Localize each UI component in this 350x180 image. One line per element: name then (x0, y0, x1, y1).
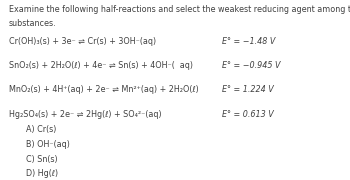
Text: E° = −0.945 V: E° = −0.945 V (222, 61, 281, 70)
Text: MnO₂(s) + 4H⁺(aq) + 2e⁻ ⇌ Mn²⁺(aq) + 2H₂O(ℓ): MnO₂(s) + 4H⁺(aq) + 2e⁻ ⇌ Mn²⁺(aq) + 2H₂… (9, 86, 198, 94)
Text: E° = 0.613 V: E° = 0.613 V (222, 110, 274, 119)
Text: A) Cr(s): A) Cr(s) (26, 125, 57, 134)
Text: SnO₂(s) + 2H₂O(ℓ) + 4e⁻ ⇌ Sn(s) + 4OH⁻(  aq): SnO₂(s) + 2H₂O(ℓ) + 4e⁻ ⇌ Sn(s) + 4OH⁻( … (9, 61, 193, 70)
Text: substances.: substances. (9, 19, 56, 28)
Text: D) Hg(ℓ): D) Hg(ℓ) (26, 169, 58, 178)
Text: Examine the following half-reactions and select the weakest reducing agent among: Examine the following half-reactions and… (9, 4, 350, 14)
Text: E° = 1.224 V: E° = 1.224 V (222, 86, 274, 94)
Text: C) Sn(s): C) Sn(s) (26, 155, 58, 164)
Text: B) OH⁻(aq): B) OH⁻(aq) (26, 140, 70, 149)
Text: Hg₂SO₄(s) + 2e⁻ ⇌ 2Hg(ℓ) + SO₄²⁻(aq): Hg₂SO₄(s) + 2e⁻ ⇌ 2Hg(ℓ) + SO₄²⁻(aq) (9, 110, 161, 119)
Text: Cr(OH)₃(s) + 3e⁻ ⇌ Cr(s) + 3OH⁻(aq): Cr(OH)₃(s) + 3e⁻ ⇌ Cr(s) + 3OH⁻(aq) (9, 37, 156, 46)
Text: E° = −1.48 V: E° = −1.48 V (222, 37, 276, 46)
